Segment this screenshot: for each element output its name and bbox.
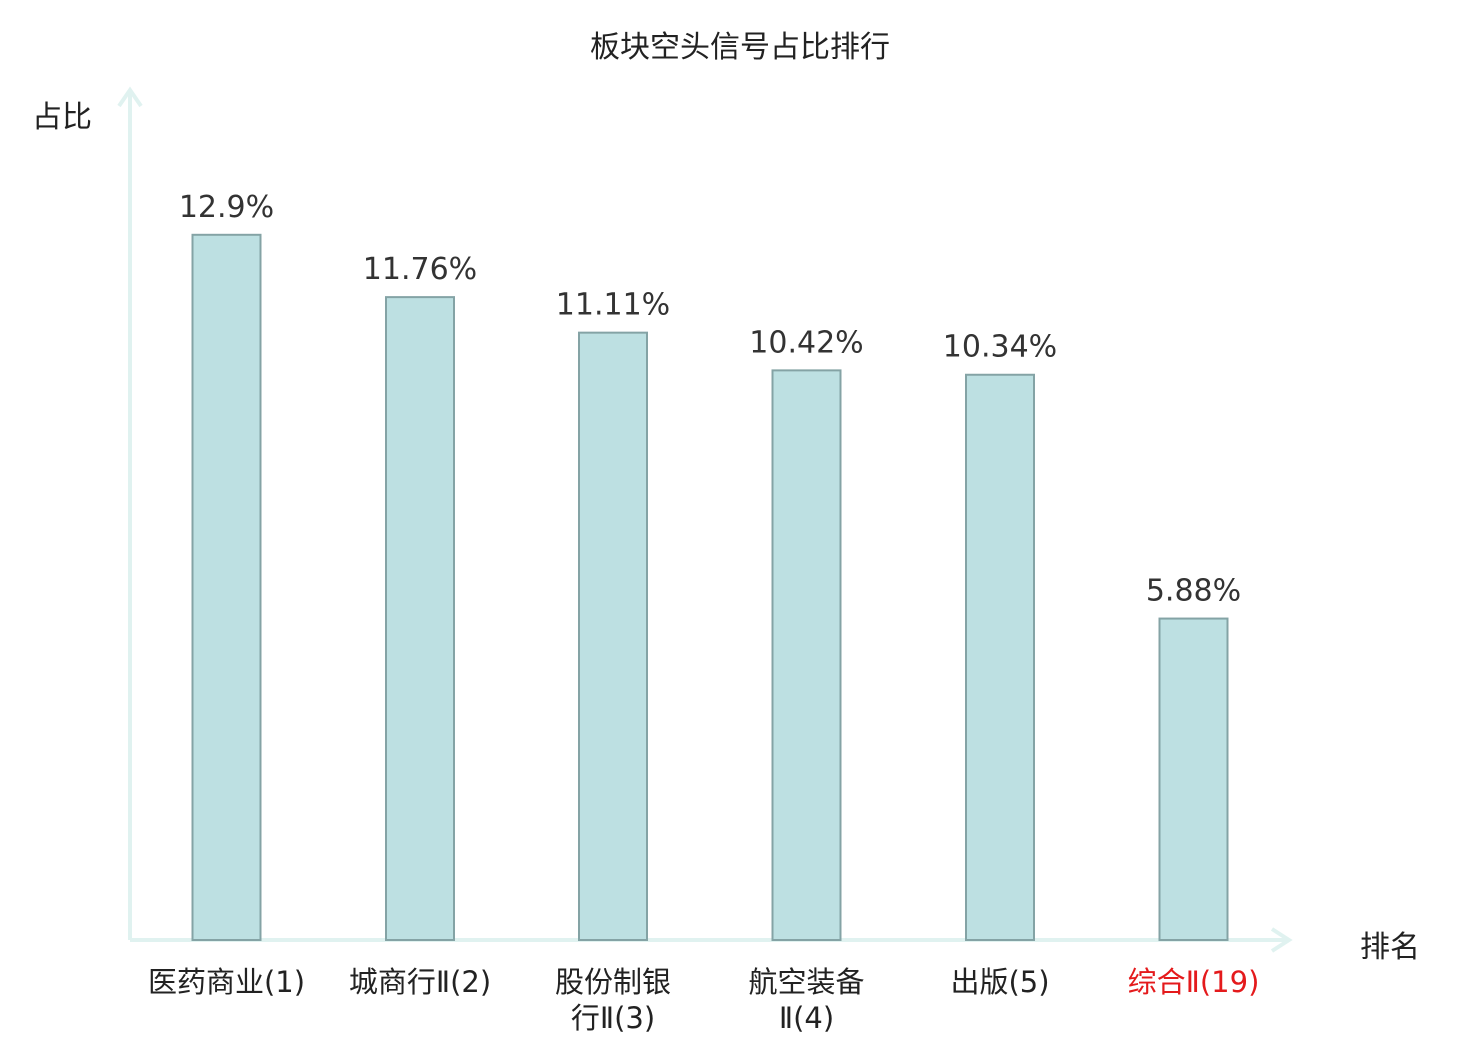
category-label-line: 医药商业(1): [147, 965, 306, 999]
y-axis-label: 占比: [32, 100, 92, 135]
value-label-1: 12.9%: [179, 190, 274, 225]
value-label-4: 10.42%: [749, 325, 863, 360]
bar-1: [191, 233, 262, 942]
bar-2: [385, 296, 455, 941]
bar-4: [771, 369, 842, 941]
value-label-5: 10.34%: [943, 330, 1057, 365]
category-label-1: 医药商业(1): [132, 964, 322, 1000]
category-label-line: Ⅱ(4): [778, 1001, 835, 1035]
chart-title: 板块空头信号占比排行: [590, 30, 890, 65]
category-label-6: 综合Ⅱ(19): [1099, 964, 1289, 1000]
category-label-line: 行Ⅱ(3): [570, 1001, 656, 1035]
value-label-2: 11.76%: [363, 252, 477, 287]
bar-6: [1158, 617, 1229, 941]
bar-5: [965, 373, 1035, 942]
value-label-6: 5.88%: [1146, 574, 1241, 609]
x-axis: [130, 927, 1293, 953]
category-label-4: 航空装备 Ⅱ(4): [712, 964, 902, 1036]
category-label-3: 股份制银 行Ⅱ(3): [518, 964, 708, 1036]
category-label-2: 城商行Ⅱ(2): [325, 964, 515, 1000]
value-label-3: 11.11%: [556, 288, 670, 323]
category-label-5: 出版(5): [905, 964, 1095, 1000]
category-label-line: 综合Ⅱ(19): [1127, 965, 1260, 999]
category-label-line: 城商行Ⅱ(2): [348, 965, 492, 999]
bar-3: [578, 331, 648, 941]
x-axis-label: 排名: [1360, 930, 1420, 965]
category-label-line: 航空装备: [748, 965, 865, 999]
y-axis: [117, 86, 143, 940]
category-label-line: 出版(5): [950, 965, 1050, 999]
category-label-line: 股份制银: [554, 965, 671, 999]
